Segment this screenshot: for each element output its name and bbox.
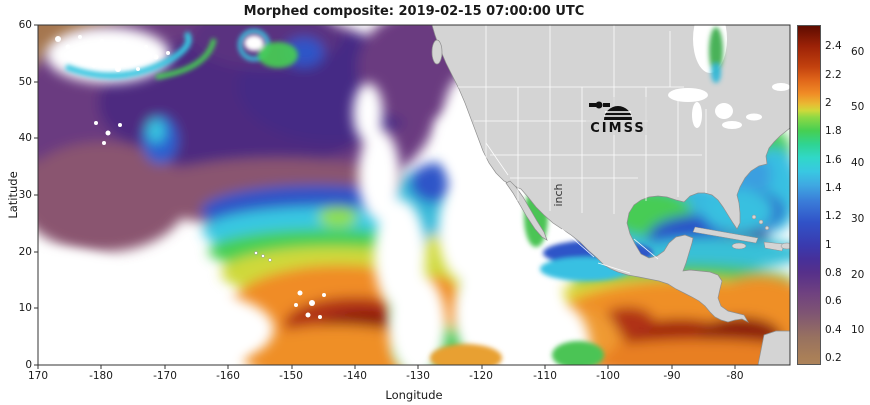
x-tick-label: -150: [279, 370, 303, 382]
jamaica: [731, 242, 747, 250]
y-tick-label: 50: [18, 76, 32, 88]
colorbar-inch-label: 2.4: [825, 40, 842, 52]
x-axis-label: Longitude: [385, 388, 443, 402]
x-tick-label: 170: [27, 370, 49, 382]
colorbar-inch-label: 1.8: [825, 125, 842, 137]
y-tick-label: 60: [18, 19, 32, 31]
chart-title: Morphed composite: 2019-02-15 07:00:00 U…: [243, 4, 585, 19]
x-tick-label: -90: [663, 370, 681, 382]
y-tick-label: 0: [25, 359, 32, 371]
colorbar-mm-label: 50: [851, 101, 865, 113]
puerto-rico: [780, 242, 790, 250]
colorbar-mm-label: 60: [851, 46, 865, 58]
x-tick-label: -170: [153, 370, 177, 382]
colorbar-unit-label: inch: [552, 183, 565, 206]
colorbar-inch-label: 1.6: [825, 154, 842, 166]
x-tick-label: -100: [596, 370, 620, 382]
cimss-logo: CIMSS: [586, 97, 650, 136]
x-tick-label: -180: [89, 370, 113, 382]
colorbar-mm-label: 30: [851, 213, 865, 225]
y-tick-label: 20: [18, 246, 32, 258]
colorbar-inch-label: 0.2: [825, 352, 842, 364]
colorbar-mm-label: 20: [851, 269, 865, 281]
x-tick-label: -120: [469, 370, 493, 382]
colorbar-inch-label: 1: [825, 239, 832, 251]
colorbar-inch-label: 2.2: [825, 69, 842, 81]
x-tick-label: -130: [406, 370, 430, 382]
y-tick-label: 10: [18, 302, 32, 314]
x-tick-label: -140: [343, 370, 367, 382]
x-tick-marks: [37, 365, 736, 369]
colorbar-mm-label: 10: [851, 324, 865, 336]
x-tick-label: -80: [726, 370, 744, 382]
colorbar-mm-label: 40: [851, 157, 865, 169]
colorbar-gradient: [797, 25, 821, 365]
colorbar-inch-label: 1.2: [825, 210, 842, 222]
tpw-map: CIMSS inch: [38, 25, 790, 365]
cimss-logo-text: CIMSS: [590, 121, 645, 136]
colorbar-inch-label: 1.4: [825, 182, 842, 194]
x-tick-label: -160: [216, 370, 240, 382]
colorbar-inch-label: 0.8: [825, 267, 842, 279]
y-tick-label: 30: [18, 189, 32, 201]
colorbar-inch-label: 0.6: [825, 295, 842, 307]
colorbar-inch-label: 2: [825, 97, 832, 109]
y-axis-label: Latitude: [6, 171, 20, 219]
x-tick-label: -110: [533, 370, 557, 382]
hudson-bay-data: [709, 27, 723, 83]
vancouver-island: [431, 39, 443, 65]
y-tick-label: 40: [18, 132, 32, 144]
colorbar-inch-label: 0.4: [825, 324, 842, 336]
